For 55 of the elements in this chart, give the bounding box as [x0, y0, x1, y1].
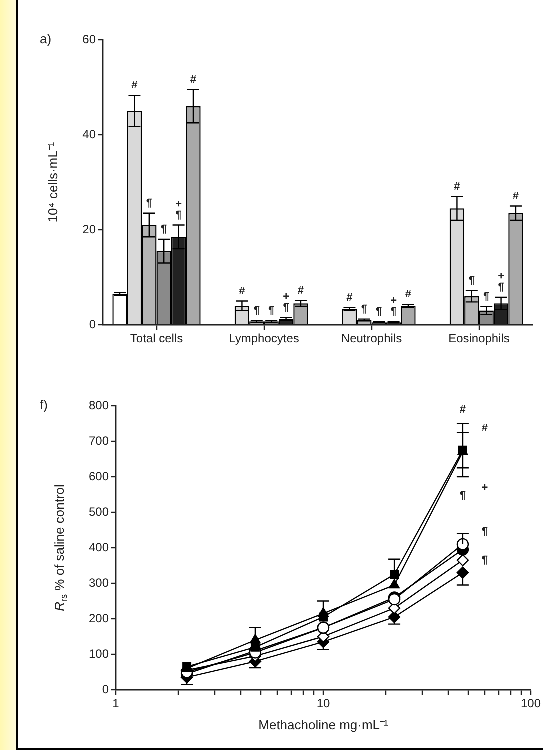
annotation: ¶	[146, 197, 152, 210]
y-axis-title: 10⁴ cells·mL⁻¹	[46, 142, 61, 223]
annotation: #	[132, 80, 138, 92]
y-tick-label: 300	[88, 576, 110, 590]
y-tick-label: 100	[88, 646, 110, 661]
annotation: #	[512, 190, 520, 202]
annotation: #	[190, 74, 197, 86]
annotation: ¶	[460, 490, 466, 502]
annotation: ¶	[161, 224, 168, 236]
chart-title: f)	[40, 398, 48, 413]
annotation: #	[460, 404, 466, 416]
y-tick-label: 600	[88, 469, 110, 484]
y-axis-title: Rrs % of saline control	[52, 484, 69, 612]
x-tick-label: Total cells	[130, 332, 184, 346]
y-tick-label: 20	[82, 222, 96, 236]
x-tick-label: 100	[520, 696, 542, 711]
annotation: #	[298, 284, 304, 297]
y-tick-label: 700	[88, 434, 110, 448]
annotation: ¶	[268, 304, 275, 317]
y-tick-label: 200	[88, 611, 110, 626]
annotation: #	[239, 285, 246, 298]
annotation: ¶	[176, 209, 182, 222]
x-tick-label: Neutrophils	[341, 332, 402, 346]
annotation: ¶	[376, 306, 382, 318]
y-tick-label: 60	[82, 32, 96, 46]
y-tick-label: 800	[88, 398, 110, 412]
y-tick-label: 0	[102, 682, 110, 696]
x-tick-label: 1	[112, 696, 120, 711]
annotation: ¶	[390, 306, 397, 318]
x-tick-label: Lymphocytes	[229, 332, 300, 346]
y-tick-label: 400	[88, 540, 110, 554]
annotation: ¶	[283, 302, 290, 314]
annotation: ¶	[484, 290, 490, 303]
annotation: ¶	[254, 304, 260, 317]
annotation: #	[346, 292, 353, 304]
annotation: #	[454, 180, 460, 193]
annotation: ¶	[482, 526, 488, 538]
annotation: #	[482, 422, 488, 435]
annotation: +	[283, 290, 290, 303]
annotation: +	[498, 270, 505, 282]
annotation: ¶	[482, 554, 488, 566]
annotation: ¶	[498, 281, 504, 294]
y-tick-label: 0	[89, 317, 96, 332]
annotation: +	[482, 482, 488, 494]
annotation: +	[390, 295, 398, 308]
annotation: ¶	[468, 274, 475, 287]
y-tick-label: 40	[82, 127, 96, 142]
x-tick-label: Eosinophils	[448, 332, 510, 346]
annotation: +	[176, 198, 182, 210]
chart-title: a)	[40, 32, 52, 47]
annotation: ¶	[361, 303, 368, 316]
x-tick-label: 10	[316, 696, 330, 711]
y-tick-label: 500	[88, 504, 110, 519]
annotation: #	[405, 288, 412, 301]
x-axis-title: Methacholine mg·mL⁻¹	[258, 718, 390, 733]
